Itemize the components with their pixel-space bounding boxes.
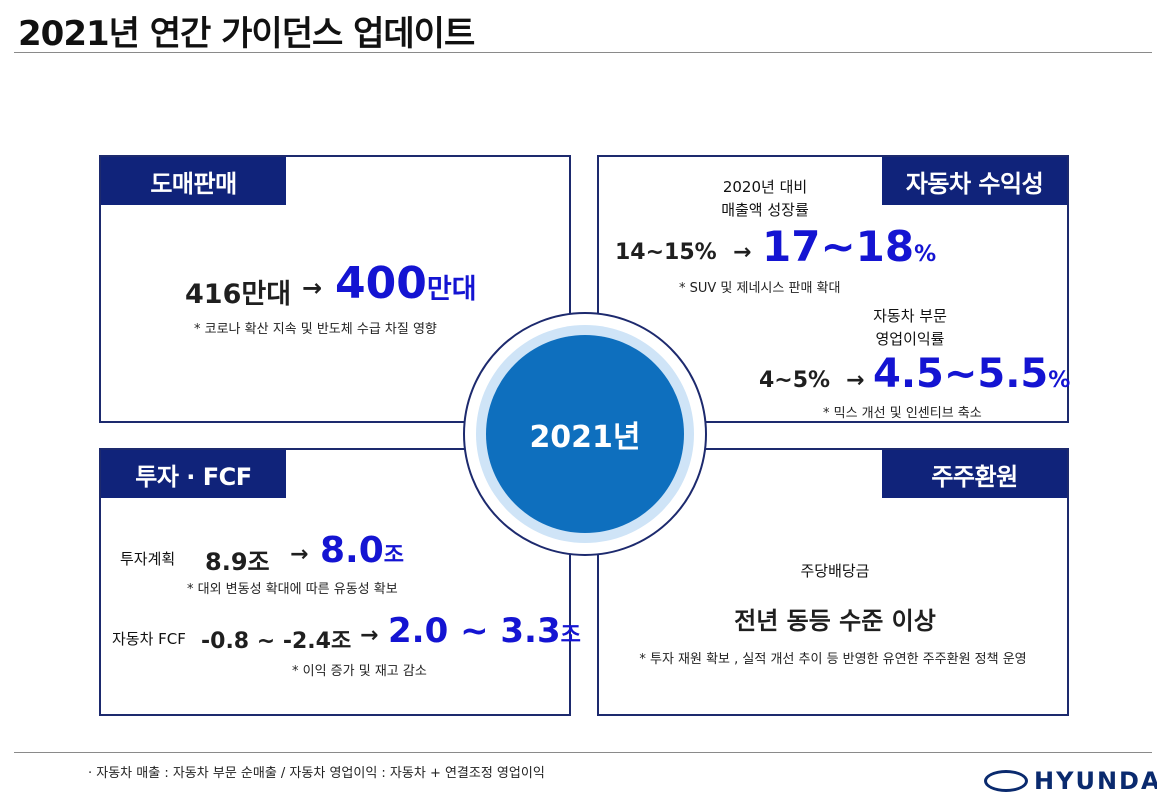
fcf-from: -0.8 ~ -2.4조 (201, 629, 352, 654)
revenue-label-line2: 매출액 성장률 (721, 201, 809, 219)
revenue-label-line1: 2020년 대비 (722, 178, 808, 196)
op-margin-to-unit: % (1048, 368, 1071, 393)
revenue-arrow: → (733, 240, 752, 265)
profitability-tag: 자동차 수익성 (882, 157, 1067, 205)
investment-plan-to-unit: 조 (383, 543, 405, 568)
fcf-to-unit: 조 (560, 623, 581, 648)
page-title: 2021년 연간 가이던스 업데이트 (18, 14, 475, 54)
revenue-to-unit: % (914, 242, 937, 267)
hyundai-logo-mark (984, 770, 1028, 792)
op-margin-label-line1: 자동차 부문 (873, 307, 947, 325)
op-margin-to: 4.5~5.5% (873, 351, 1070, 397)
center-year-label: 2021년 (529, 420, 641, 455)
wholesale-to: 400만대 (335, 258, 477, 309)
fcf-note: * 이익 증가 및 재고 감소 (292, 664, 427, 679)
wholesale-tag: 도매판매 (101, 157, 286, 205)
footer-divider (14, 752, 1152, 753)
investment-plan-to-number: 8.0 (320, 530, 384, 571)
title-divider (14, 52, 1152, 53)
wholesale-to-number: 400 (335, 258, 427, 309)
op-margin-to-number: 4.5~5.5 (873, 351, 1049, 397)
op-margin-note: * 믹스 개선 및 인센티브 축소 (823, 406, 982, 421)
center-year-circle: 2021년 (486, 335, 684, 533)
investment-fcf-tag: 투자 · FCF (101, 450, 286, 498)
op-margin-arrow: → (846, 368, 865, 393)
investment-plan-label: 투자계획 (120, 550, 176, 568)
wholesale-arrow: → (302, 274, 323, 302)
investment-plan-note: * 대외 변동성 확대에 따른 유동성 확보 (187, 582, 398, 597)
wholesale-note: * 코로나 확산 지속 및 반도체 수급 차질 영향 (194, 322, 437, 337)
shareholder-return-tag: 주주환원 (882, 450, 1067, 498)
investment-plan-from: 8.9조 (205, 548, 270, 576)
hyundai-logo-text: HYUNDAI (1034, 767, 1157, 795)
fcf-arrow: → (360, 623, 379, 648)
fcf-label: 자동차 FCF (112, 630, 186, 648)
investment-plan-arrow: → (290, 542, 309, 567)
revenue-note: * SUV 및 제네시스 판매 확대 (679, 281, 841, 296)
investment-plan-to: 8.0조 (320, 530, 404, 571)
dividend-headline: 전년 동등 수준 이상 (734, 607, 936, 635)
op-margin-from: 4~5% (759, 368, 831, 393)
wholesale-from: 416만대 (185, 279, 292, 310)
footnote: · 자동차 매출 : 자동차 부문 순매출 / 자동차 영업이익 : 자동차 +… (88, 766, 545, 781)
revenue-from: 14~15% (615, 240, 717, 265)
revenue-to: 17~18% (762, 222, 936, 271)
shareholder-note: * 투자 재원 확보 , 실적 개선 추이 등 반영한 유연한 주주환원 정책 … (639, 652, 1027, 667)
fcf-to: 2.0 ~ 3.3조 (388, 611, 581, 651)
wholesale-to-unit: 만대 (426, 274, 477, 305)
fcf-to-number: 2.0 ~ 3.3 (388, 611, 561, 651)
revenue-to-number: 17~18 (762, 222, 915, 271)
op-margin-label-line2: 영업이익률 (875, 330, 945, 348)
dividend-label: 주당배당금 (800, 562, 870, 580)
